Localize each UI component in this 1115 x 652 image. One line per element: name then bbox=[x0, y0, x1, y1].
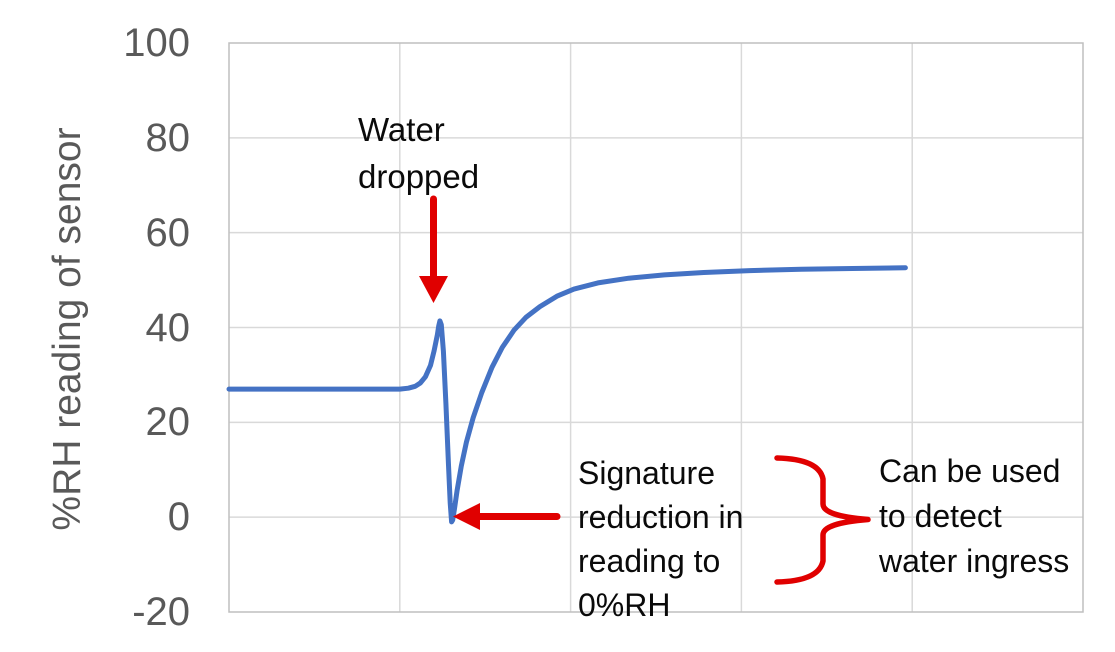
annotation-graphics-layer bbox=[419, 195, 871, 585]
grid-and-series-layer bbox=[226, 42, 1084, 613]
y-tick-label: -20 bbox=[132, 590, 190, 634]
left-arrow-head bbox=[453, 503, 480, 530]
y-tick-label: 40 bbox=[145, 305, 191, 350]
y-tick-label: 100 bbox=[123, 21, 190, 65]
left-arrow bbox=[453, 503, 561, 530]
annotation-water-dropped: Water dropped bbox=[358, 111, 480, 195]
annotation-can-be-used: Can be used to detect water ingress bbox=[879, 453, 1070, 579]
down-arrow-head bbox=[419, 276, 448, 303]
down-arrow bbox=[419, 195, 448, 303]
y-tick-label: 60 bbox=[145, 210, 191, 255]
y-tick-label: 0 bbox=[167, 495, 190, 540]
y-tick-label: 20 bbox=[145, 400, 191, 445]
curly-brace bbox=[774, 455, 871, 585]
plot-border bbox=[228, 42, 1084, 613]
sensor-reading-line bbox=[226, 265, 908, 525]
y-tick-label: 80 bbox=[145, 115, 191, 160]
annotation-signature-reduction: Signature reduction in reading to 0%RH bbox=[578, 455, 744, 623]
